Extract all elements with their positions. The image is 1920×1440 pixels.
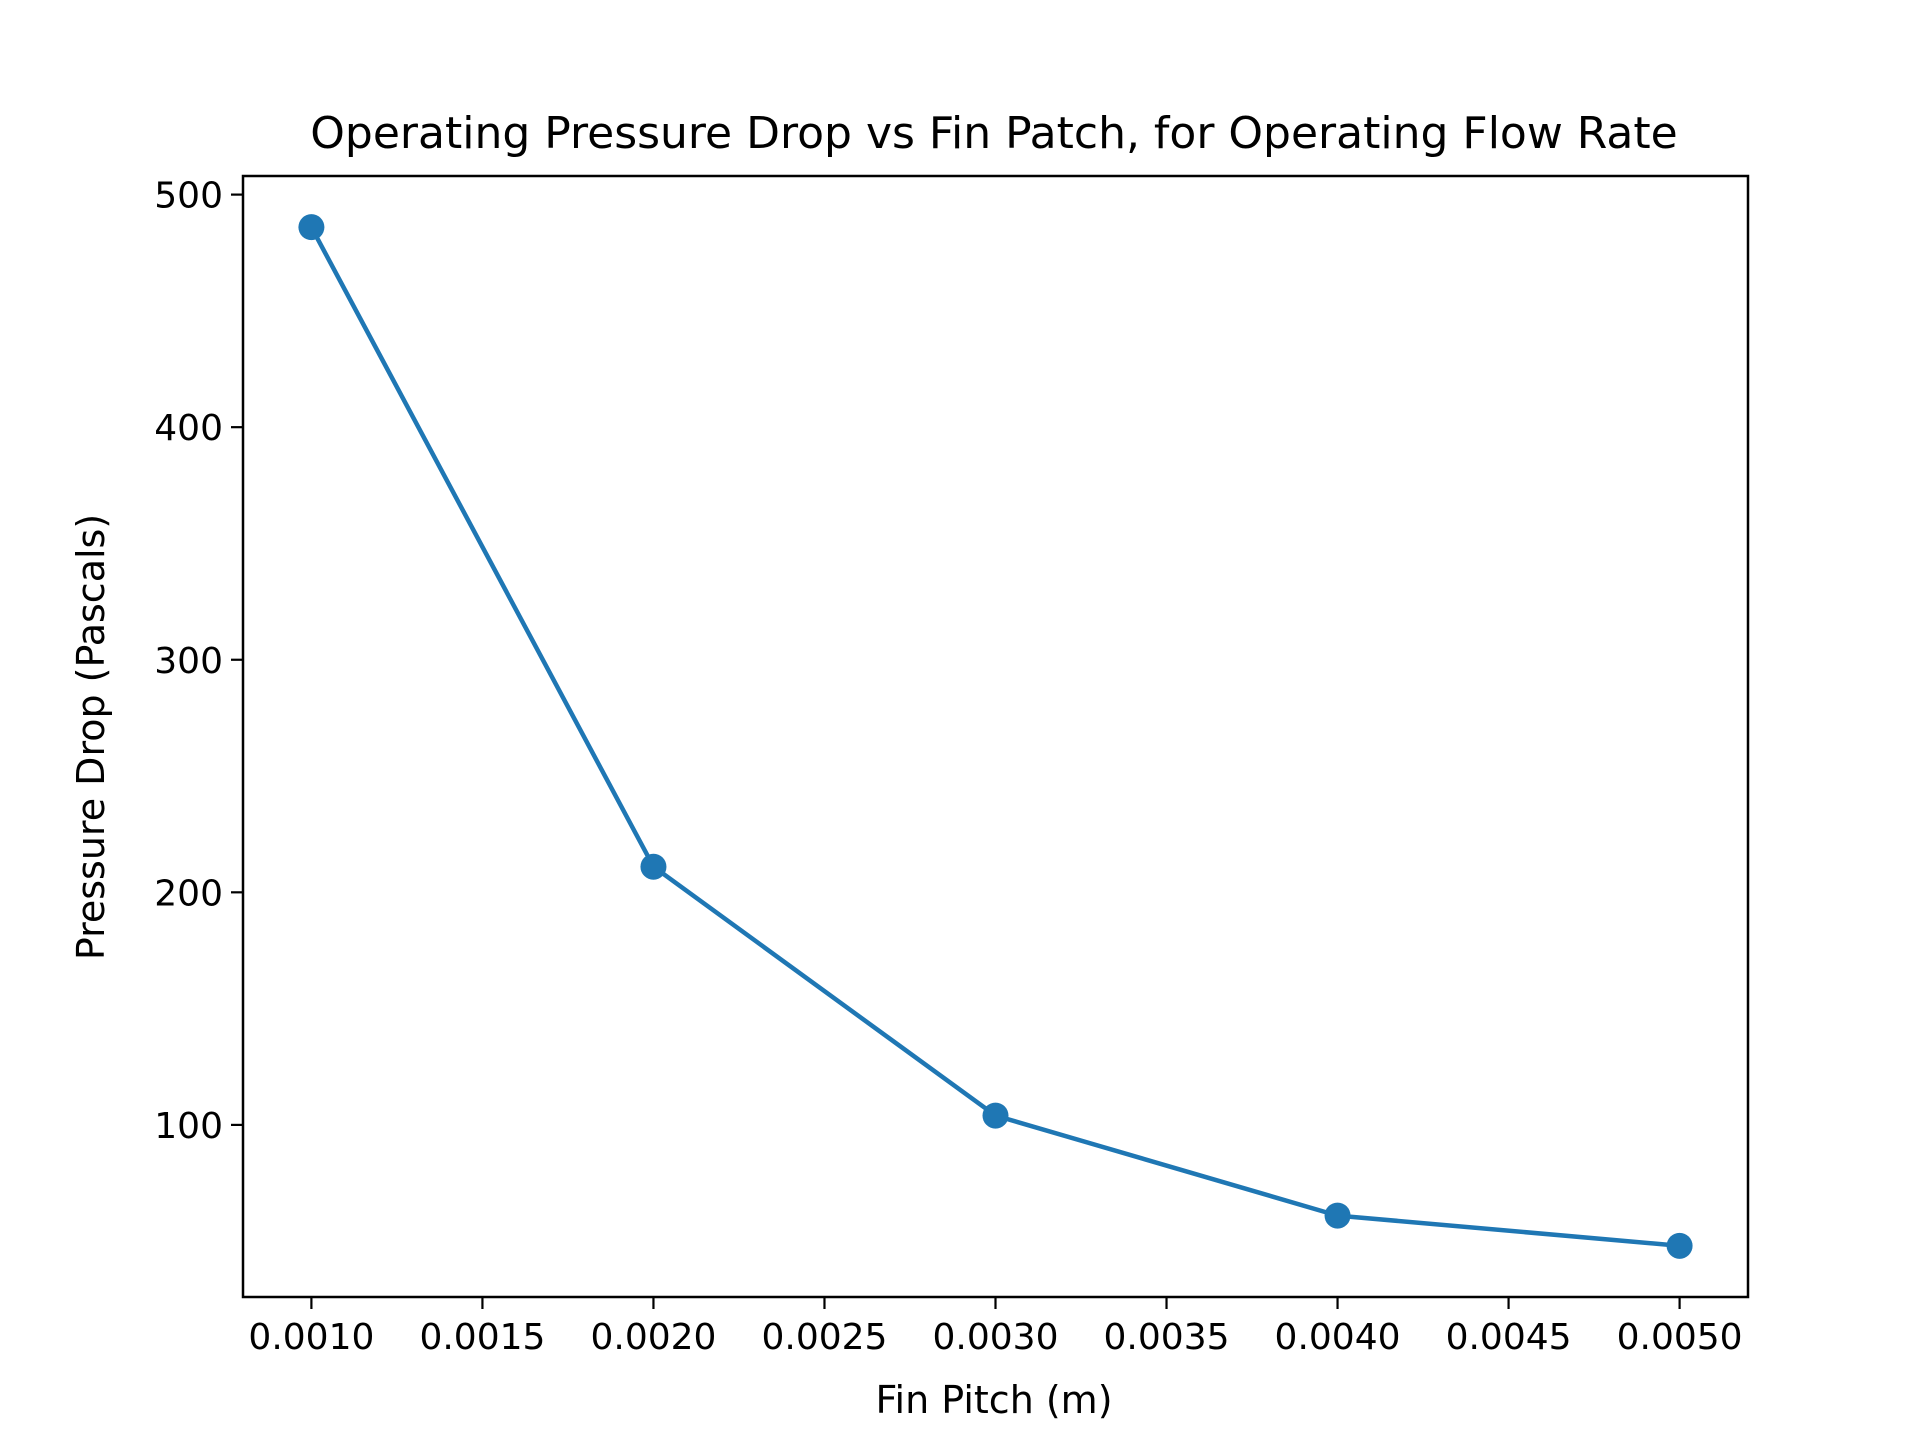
series-line <box>308 224 1683 1249</box>
x-tick-label: 0.0030 <box>933 1317 1059 1358</box>
y-tick-label: 300 <box>154 641 223 682</box>
x-tick-label: 0.0020 <box>590 1317 716 1358</box>
x-tick-label: 0.0015 <box>419 1317 545 1358</box>
x-tick-label: 0.0010 <box>248 1317 374 1358</box>
x-tick-label: 0.0035 <box>1104 1317 1230 1358</box>
data-point <box>982 1102 1009 1129</box>
y-tick-label: 200 <box>154 873 223 914</box>
x-tick-label: 0.0050 <box>1617 1317 1743 1358</box>
data-point <box>1324 1202 1351 1229</box>
y-axis: 100 200 300 400 500 <box>154 176 243 1147</box>
data-point <box>640 853 667 880</box>
x-axis: 0.0010 0.0015 0.0020 0.0025 0.0030 0.0035 0.00… <box>248 1297 1743 1358</box>
x-tick-label: 0.0045 <box>1446 1317 1572 1358</box>
plot-frame <box>241 174 1750 1299</box>
data-point <box>298 214 325 241</box>
plot-area <box>298 214 1693 1259</box>
y-tick-label: 500 <box>154 176 223 217</box>
y-tick-label: 100 <box>154 1106 223 1147</box>
x-tick-label: 0.0025 <box>761 1317 887 1358</box>
x-tick-label: 0.0040 <box>1275 1317 1401 1358</box>
y-axis-label: Pressure Drop (Pascals) <box>69 514 113 960</box>
x-axis-label: Fin Pitch (m) <box>875 1378 1112 1422</box>
data-point <box>1666 1232 1693 1259</box>
chart-title: Operating Pressure Drop vs Fin Patch, fo… <box>310 108 1677 159</box>
y-tick-label: 400 <box>154 408 223 449</box>
